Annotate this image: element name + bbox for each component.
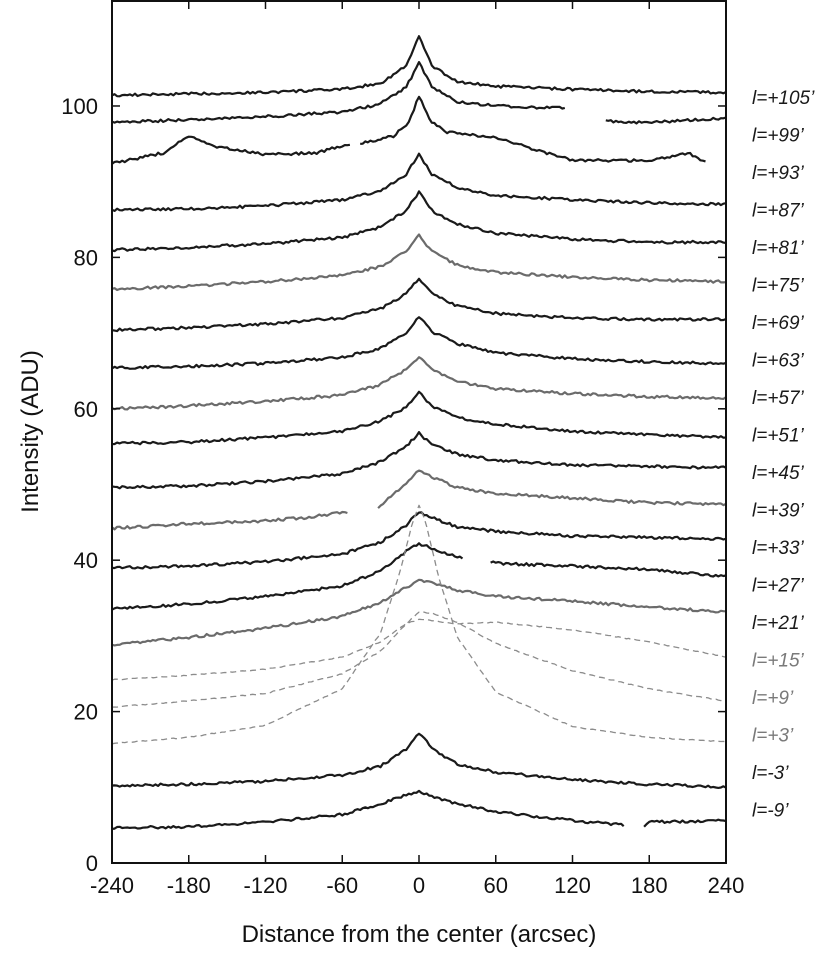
x-tick-label: 120: [554, 873, 591, 898]
profile-line: [111, 95, 706, 165]
x-axis-title: Distance from the center (arcsec): [242, 921, 597, 948]
y-tick-label: 20: [74, 700, 98, 725]
x-tick-label: -240: [90, 873, 134, 898]
profile-label: l=+63’: [752, 351, 805, 372]
profile-line: [111, 390, 727, 446]
profile-labels: l=+105’ l=+99’ l=+93’ l=+87’ l=+81’ l=+75’ l=+…: [752, 88, 815, 822]
profile-line: [111, 618, 727, 681]
profile-label: l=+9’: [752, 688, 794, 709]
profile-label: l=+105’: [752, 88, 815, 109]
profile-label: l=+39’: [752, 501, 805, 522]
x-tick-label: 240: [708, 873, 745, 898]
profile-line: [111, 152, 727, 212]
profile-label: l=+15’: [752, 651, 805, 672]
profile-line: [111, 732, 727, 789]
y-tick-label: 60: [74, 397, 98, 422]
x-tick-label: 0: [413, 873, 425, 898]
profile-line: [112, 511, 727, 570]
profile-line: [111, 578, 727, 647]
x-tick-label: 60: [484, 873, 508, 898]
profile-line: [111, 35, 727, 98]
x-tick-label: 180: [631, 873, 668, 898]
profile-label: l=+81’: [752, 238, 805, 259]
profile-label: l=+87’: [752, 201, 805, 222]
y-tick-label: 40: [74, 548, 98, 573]
profile-line: [111, 469, 727, 531]
profile-label: l=+33’: [752, 538, 805, 559]
profile-label: l=+51’: [752, 426, 805, 447]
profile-line: [111, 789, 727, 830]
profile-line: [111, 316, 727, 370]
profile-label: l=+93’: [752, 163, 805, 184]
y-tick-label: 100: [61, 94, 98, 119]
x-tick-label: -60: [326, 873, 358, 898]
profile-label: l=+3’: [752, 726, 794, 747]
profile-label: l=+75’: [752, 276, 805, 297]
x-tick-label: -120: [243, 873, 287, 898]
y-axis-title: Intensity (ADU): [17, 350, 44, 513]
profile-label: l=+27’: [752, 576, 805, 597]
x-tick-label: -180: [167, 873, 211, 898]
profile-label: l=+21’: [752, 613, 805, 634]
profile-label: l=-3’: [752, 763, 789, 784]
profile-line: [111, 504, 727, 745]
y-tick-label: 0: [86, 851, 98, 876]
profile-label: l=+99’: [752, 126, 805, 147]
profile-line: [111, 190, 727, 253]
profile-line: [111, 277, 727, 333]
profile-curves: [111, 35, 727, 830]
y-tick-label: 80: [74, 245, 98, 270]
profile-line: [111, 233, 727, 292]
axis-ticks: -240 -180 -120 -60 0 60 120 180 240 0 20 40 60 80 100: [61, 1, 744, 898]
profile-label: l=-9’: [752, 801, 789, 822]
profile-line: [111, 611, 727, 708]
profile-label: l=+69’: [752, 313, 805, 334]
profile-line: [111, 61, 727, 125]
profile-line: [111, 542, 727, 611]
profile-label: l=+45’: [752, 463, 805, 484]
profile-label: l=+57’: [752, 388, 805, 409]
profile-line: [111, 356, 727, 411]
profile-line: [111, 431, 727, 490]
